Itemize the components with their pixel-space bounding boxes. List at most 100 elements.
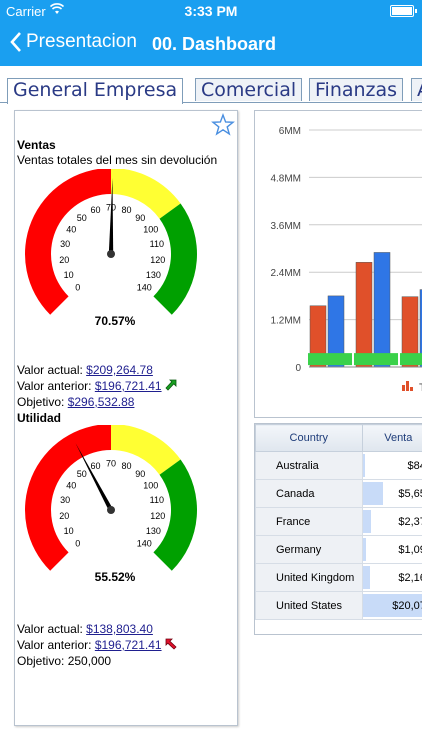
chevron-left-icon (10, 32, 21, 52)
back-button[interactable]: Presentacion (10, 31, 137, 53)
nav-bar: Presentacion 00. Dashboard (0, 22, 422, 66)
gauge-tick-label: 60 (90, 205, 100, 215)
table-row[interactable]: Australia $847 (255, 451, 422, 480)
ventas-gauge-red-band (25, 169, 111, 315)
gauge-tick-label: 60 (90, 461, 100, 471)
ventas-gauge-needle (108, 178, 114, 255)
venta-data-bar (362, 454, 366, 477)
gauge-tick-label: 140 (137, 539, 152, 549)
battery-icon (390, 5, 417, 17)
gauge-tick-label: 110 (150, 239, 164, 249)
gauge-tick-label: 0 (75, 283, 80, 293)
venta-value: $2,373 (398, 515, 422, 528)
table-row[interactable]: United Kingdom $2,160 (255, 563, 422, 592)
venta-data-bar (362, 594, 422, 617)
venta-cell: $5,651 (361, 479, 422, 508)
utilidad-objetivo-value: 250,000 (67, 654, 112, 668)
y-tick-label: 3.6MM (270, 221, 301, 232)
tab-a[interactable]: A (411, 78, 422, 101)
column-header-country[interactable]: Country (255, 424, 363, 452)
status-bar: Carrier 3:33 PM (0, 0, 422, 22)
y-tick-label: 1.2MM (270, 316, 301, 327)
ventas-anterior-link[interactable]: $196,721.41 (94, 379, 162, 393)
favorite-star-icon[interactable] (211, 113, 235, 137)
gauge-tick-label: 40 (66, 224, 76, 234)
ventas-objetivo-link[interactable]: $296,532.88 (67, 395, 135, 409)
chart-bar[interactable] (354, 353, 398, 366)
gauge-tick-label: 120 (150, 511, 165, 521)
ventas-anterior: Valor anterior: $196,721.41 (17, 379, 177, 393)
y-tick-label: 0 (295, 363, 301, 374)
gauge-tick-label: 40 (66, 480, 76, 490)
gauge-tick-label: 80 (122, 461, 132, 471)
venta-data-bar (362, 482, 383, 505)
gauge-tick-label: 130 (146, 526, 161, 536)
table-header-row: Country Venta (255, 424, 422, 452)
country-cell: Germany (255, 535, 363, 564)
tab-finanzas[interactable]: Finanzas (309, 78, 404, 101)
utilidad-gauge-yellow-band (111, 425, 181, 475)
utilidad-anterior-label: Valor anterior: (17, 638, 92, 652)
tab-bar: General Empresa Comercial Finanzas A (0, 78, 422, 104)
kpi-panel: Ventas Ventas totales del mes sin devolu… (14, 110, 238, 726)
utilidad-title: Utilidad (17, 411, 61, 425)
table-row[interactable]: France $2,373 (255, 507, 422, 536)
page-title: 00. Dashboard (152, 34, 277, 54)
utilidad-gauge-needle (75, 442, 113, 512)
country-cell: United States (255, 591, 363, 620)
venta-value: $2,160 (398, 571, 422, 584)
gauge-tick-label: 90 (135, 469, 145, 479)
ventas-actual: Valor actual: $209,264.78 (17, 363, 153, 377)
utilidad-actual-link[interactable]: $138,803.40 (86, 622, 153, 636)
gauge-tick-label: 100 (143, 480, 158, 490)
utilidad-actual-label: Valor actual: (17, 622, 83, 636)
country-table: Country Venta Australia $847 Canada $5,651 F… (255, 424, 422, 620)
venta-cell: $847 (361, 451, 422, 480)
chart-bar[interactable] (373, 252, 391, 368)
gauge-tick-label: 90 (135, 213, 145, 223)
venta-value: $847 (407, 459, 422, 472)
carrier-label: Carrier (6, 4, 46, 19)
venta-value: $1,098 (398, 543, 422, 556)
ventas-gauge-yellow-band (111, 169, 181, 219)
gauge-tick-label: 50 (77, 469, 87, 479)
venta-cell: $2,160 (361, 563, 422, 592)
gauge-tick-label: 100 (143, 224, 158, 234)
legend-label: T (419, 382, 422, 394)
table-row[interactable]: Germany $1,098 (255, 535, 422, 564)
gauge-tick-label: 10 (64, 526, 74, 536)
ventas-title: Ventas (17, 138, 56, 152)
chart-bar[interactable] (400, 353, 422, 366)
ventas-objetivo-label: Objetivo: (17, 395, 65, 409)
country-cell: United Kingdom (255, 563, 363, 592)
ventas-actual-link[interactable]: $209,264.78 (86, 363, 153, 377)
utilidad-anterior-link[interactable]: $196,721.41 (94, 638, 162, 652)
country-cell: France (255, 507, 363, 536)
tab-comercial[interactable]: Comercial (195, 78, 303, 101)
table-row[interactable]: Canada $5,651 (255, 479, 422, 508)
chart-bar[interactable] (308, 353, 352, 366)
utilidad-gauge-green-band (153, 459, 198, 571)
venta-value: $5,651 (398, 487, 422, 500)
y-tick-label: 4.8MM (270, 173, 301, 184)
table-row[interactable]: United States $20,071 (255, 591, 422, 620)
utilidad-gauge-needle-hub (107, 506, 115, 514)
ventas-gauge-green-band (153, 203, 198, 315)
y-tick-label: 6MM (279, 126, 301, 137)
tab-general-empresa[interactable]: General Empresa (7, 78, 184, 104)
chart-bar[interactable] (419, 289, 422, 368)
utilidad-objetivo: Objetivo: 250,000 (17, 654, 111, 668)
venta-value: $20,071 (392, 599, 422, 612)
back-label: Presentacion (26, 31, 137, 52)
trend-up-arrow-icon (165, 379, 177, 391)
column-header-venta[interactable]: Venta (361, 424, 422, 452)
gauge-tick-label: 50 (77, 213, 87, 223)
venta-cell: $1,098 (361, 535, 422, 564)
gauge-tick-label: 120 (150, 255, 165, 265)
chart-bar[interactable] (355, 262, 373, 368)
country-table-panel: Country Venta Australia $847 Canada $5,651 F… (254, 423, 422, 635)
ventas-gauge-needle-hub (107, 250, 115, 258)
utilidad-gauge-red-band (25, 425, 111, 571)
gauge-tick-label: 10 (64, 270, 74, 280)
